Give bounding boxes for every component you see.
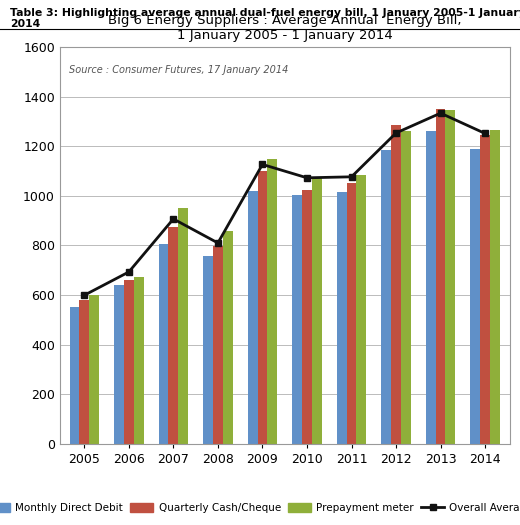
Bar bbox=[356, 175, 366, 444]
Bar bbox=[248, 191, 257, 444]
Bar bbox=[471, 149, 480, 444]
Bar bbox=[401, 131, 411, 444]
Bar bbox=[267, 159, 277, 444]
Bar bbox=[436, 109, 446, 444]
Bar bbox=[426, 131, 436, 444]
Bar bbox=[257, 171, 267, 444]
Title: Big 6 Energy Suppliers : Average Annual  Energy Bill,
1 January 2005 - 1 January: Big 6 Energy Suppliers : Average Annual … bbox=[108, 14, 461, 42]
Bar bbox=[490, 131, 500, 444]
Bar bbox=[114, 285, 124, 444]
Bar bbox=[213, 246, 223, 444]
Bar bbox=[312, 177, 322, 444]
Bar bbox=[159, 244, 168, 444]
Bar bbox=[134, 277, 144, 444]
Bar bbox=[89, 295, 99, 444]
Bar bbox=[124, 280, 134, 444]
Bar bbox=[70, 307, 80, 444]
Text: 2014: 2014 bbox=[10, 19, 41, 29]
Bar bbox=[480, 135, 490, 444]
Bar bbox=[347, 183, 356, 444]
Bar bbox=[292, 195, 302, 444]
Bar bbox=[446, 110, 456, 444]
Text: Source : Consumer Futures, 17 January 2014: Source : Consumer Futures, 17 January 20… bbox=[69, 65, 288, 75]
Legend: Monthly Direct Debit, Quarterly Cash/Cheque, Prepayment meter, Overall Average: Monthly Direct Debit, Quarterly Cash/Che… bbox=[0, 499, 520, 517]
Bar bbox=[168, 227, 178, 444]
Bar bbox=[203, 256, 213, 444]
Text: Table 3: Highlighting average annual dual-fuel energy bill, 1 January 2005-1 Jan: Table 3: Highlighting average annual dua… bbox=[10, 8, 520, 18]
Bar bbox=[223, 231, 232, 444]
Bar bbox=[80, 300, 89, 444]
Bar bbox=[337, 192, 347, 444]
Bar bbox=[178, 208, 188, 444]
Bar bbox=[302, 190, 312, 444]
Bar bbox=[381, 150, 391, 444]
Bar bbox=[391, 125, 401, 444]
